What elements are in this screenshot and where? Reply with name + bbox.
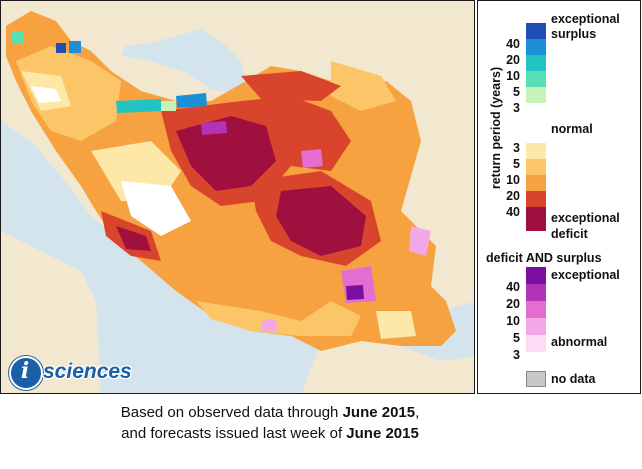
swatch-deficit-3 bbox=[526, 143, 546, 159]
surplus-tick: 3 bbox=[513, 101, 520, 115]
both-label-bottom: abnormal bbox=[551, 335, 608, 349]
caption-line-2-text: and forecasts issued last week of bbox=[121, 425, 347, 442]
both-tick: 10 bbox=[506, 314, 520, 328]
caspian-sea bbox=[121, 29, 246, 93]
swatch-surplus-5 bbox=[526, 71, 546, 87]
swatch-both-10 bbox=[526, 301, 546, 318]
no-data-label: no data bbox=[551, 372, 596, 386]
swatch-surplus-40 bbox=[526, 23, 546, 39]
logo-circle bbox=[9, 356, 43, 390]
surplus-label-top: exceptional bbox=[551, 12, 620, 26]
anomaly-map bbox=[1, 1, 474, 393]
both-tick: 40 bbox=[506, 280, 520, 294]
swatch-no-data bbox=[526, 371, 546, 387]
swatch-deficit-40 bbox=[526, 207, 546, 231]
surplus-tick: 40 bbox=[506, 37, 520, 51]
arabian-peninsula bbox=[1, 231, 101, 393]
swatch-both-5 bbox=[526, 318, 546, 335]
normal-label: normal bbox=[551, 122, 593, 136]
south-coast bbox=[196, 301, 361, 336]
nw-normal bbox=[31, 86, 61, 103]
both-patch-1 bbox=[301, 149, 323, 168]
legend-panel: return period (years) exceptional surplu… bbox=[477, 0, 641, 394]
east-exceptional bbox=[276, 186, 366, 256]
swatch-surplus-20 bbox=[526, 39, 546, 55]
swatch-deficit-10 bbox=[526, 175, 546, 191]
surplus-patch-5 bbox=[161, 101, 176, 111]
surplus-patch-3 bbox=[116, 99, 163, 113]
logo-text: sciences bbox=[43, 360, 132, 383]
surplus-patch-2 bbox=[69, 41, 81, 53]
swatch-deficit-5 bbox=[526, 159, 546, 175]
caption-line-2-date: June 2015 bbox=[346, 425, 419, 442]
sw-exceptional bbox=[116, 226, 151, 251]
both-patch-5 bbox=[409, 226, 431, 256]
swatch-normal bbox=[526, 103, 546, 143]
surplus-patch-4 bbox=[176, 93, 207, 108]
both-label-top: exceptional bbox=[551, 268, 620, 282]
both-patch-2 bbox=[201, 121, 227, 135]
swatch-surplus-3 bbox=[526, 87, 546, 103]
nw-zone bbox=[16, 46, 121, 141]
both-patch-6 bbox=[261, 319, 277, 332]
se-light bbox=[376, 311, 416, 339]
map-panel: i sciences bbox=[0, 0, 475, 394]
surplus-tick: 20 bbox=[506, 53, 520, 67]
surplus-patch-1 bbox=[56, 43, 66, 53]
deficit-tick: 10 bbox=[506, 173, 520, 187]
deficit-tick: 5 bbox=[513, 157, 520, 171]
both-title: deficit AND surplus bbox=[486, 251, 602, 265]
swatch-both-3 bbox=[526, 335, 546, 352]
deficit-tick: 20 bbox=[506, 189, 520, 203]
caption-line-1-text: Based on observed data through bbox=[120, 404, 343, 421]
both-tick: 20 bbox=[506, 297, 520, 311]
swatch-both-40 bbox=[526, 267, 546, 284]
surplus-tick: 10 bbox=[506, 69, 520, 83]
deficit-tick: 40 bbox=[506, 205, 520, 219]
surplus-patch-6 bbox=[11, 31, 23, 43]
swatch-surplus-10 bbox=[526, 55, 546, 71]
deficit-label-top: exceptional bbox=[551, 211, 620, 225]
deficit-tick: 3 bbox=[513, 141, 520, 155]
swatch-both-20 bbox=[526, 284, 546, 301]
caption-line-1: Based on observed data through June 2015… bbox=[0, 402, 540, 423]
surplus-tick: 5 bbox=[513, 85, 520, 99]
both-tick: 3 bbox=[513, 348, 520, 362]
caption-line-1-punct: , bbox=[415, 404, 420, 421]
swatch-deficit-20 bbox=[526, 191, 546, 207]
deficit-label-bottom: deficit bbox=[551, 227, 588, 241]
logo-letter: i bbox=[20, 358, 30, 384]
caption-line-2: and forecasts issued last week of June 2… bbox=[0, 423, 540, 444]
surplus-label-bottom: surplus bbox=[551, 27, 597, 41]
both-patch-4 bbox=[346, 285, 364, 300]
north-deficit bbox=[241, 71, 341, 101]
both-tick: 5 bbox=[513, 331, 520, 345]
central-exceptional bbox=[176, 116, 276, 191]
caption-line-1-date: June 2015 bbox=[342, 404, 416, 421]
oman-coast bbox=[301, 331, 474, 393]
caption: Based on observed data through June 2015… bbox=[0, 402, 540, 444]
ne-zone bbox=[331, 61, 396, 111]
west-normal bbox=[121, 181, 191, 236]
